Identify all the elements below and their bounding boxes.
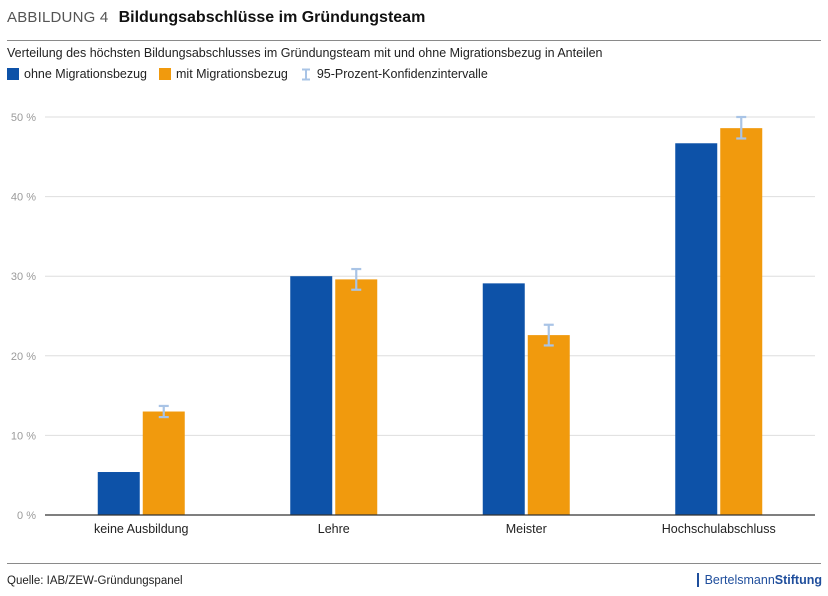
y-tick-label: 10 % bbox=[11, 430, 36, 442]
bar bbox=[675, 143, 718, 515]
publisher-logo: BertelsmannStiftung bbox=[696, 573, 822, 587]
y-tick-label: 40 % bbox=[11, 192, 36, 204]
figure-header: ABBILDUNG 4 Bildungsabschlüsse im Gründu… bbox=[7, 9, 425, 27]
y-tick-label: 20 % bbox=[11, 351, 36, 363]
chart-legend: ohne Migrationsbezug mit Migrationsbezug… bbox=[7, 67, 500, 81]
header-rule bbox=[7, 40, 821, 41]
legend-label-series-a: ohne Migrationsbezug bbox=[24, 67, 147, 81]
bar bbox=[527, 335, 570, 515]
legend-label-ci: 95-Prozent-Konfidenzintervalle bbox=[316, 67, 488, 81]
bar bbox=[335, 279, 378, 515]
logo-text-regular: Bertelsmann bbox=[704, 573, 775, 587]
legend-item-ci: 95-Prozent-Konfidenzintervalle bbox=[300, 67, 488, 81]
x-tick-label: keine Ausbildung bbox=[94, 522, 189, 536]
legend-swatch-series-a bbox=[7, 68, 19, 80]
x-tick-label: Lehre bbox=[318, 522, 350, 536]
footer-rule bbox=[7, 563, 821, 564]
chart-subtitle: Verteilung des höchsten Bildungsabschlus… bbox=[7, 46, 603, 60]
source-note: Quelle: IAB/ZEW-Gründungspanel bbox=[7, 575, 183, 587]
y-tick-label: 0 % bbox=[17, 510, 36, 522]
bar bbox=[97, 472, 140, 515]
x-tick-label: Hochschulabschluss bbox=[662, 522, 776, 536]
legend-item-series-a: ohne Migrationsbezug bbox=[7, 67, 147, 81]
x-tick-label: Meister bbox=[506, 522, 547, 536]
legend-item-series-b: mit Migrationsbezug bbox=[159, 67, 288, 81]
error-bar-icon bbox=[301, 68, 310, 80]
y-tick-label: 50 % bbox=[11, 112, 36, 124]
bar bbox=[290, 276, 333, 515]
bar bbox=[142, 411, 185, 515]
figure-title: Bildungsabschlüsse im Gründungsteam bbox=[118, 9, 426, 26]
bar bbox=[482, 283, 525, 515]
legend-label-series-b: mit Migrationsbezug bbox=[176, 67, 288, 81]
figure-label: ABBILDUNG 4 bbox=[7, 9, 109, 26]
bar bbox=[720, 128, 763, 516]
legend-swatch-series-b bbox=[159, 68, 171, 80]
logo-text-bold: Stiftung bbox=[774, 573, 822, 587]
y-tick-label: 30 % bbox=[11, 271, 36, 283]
